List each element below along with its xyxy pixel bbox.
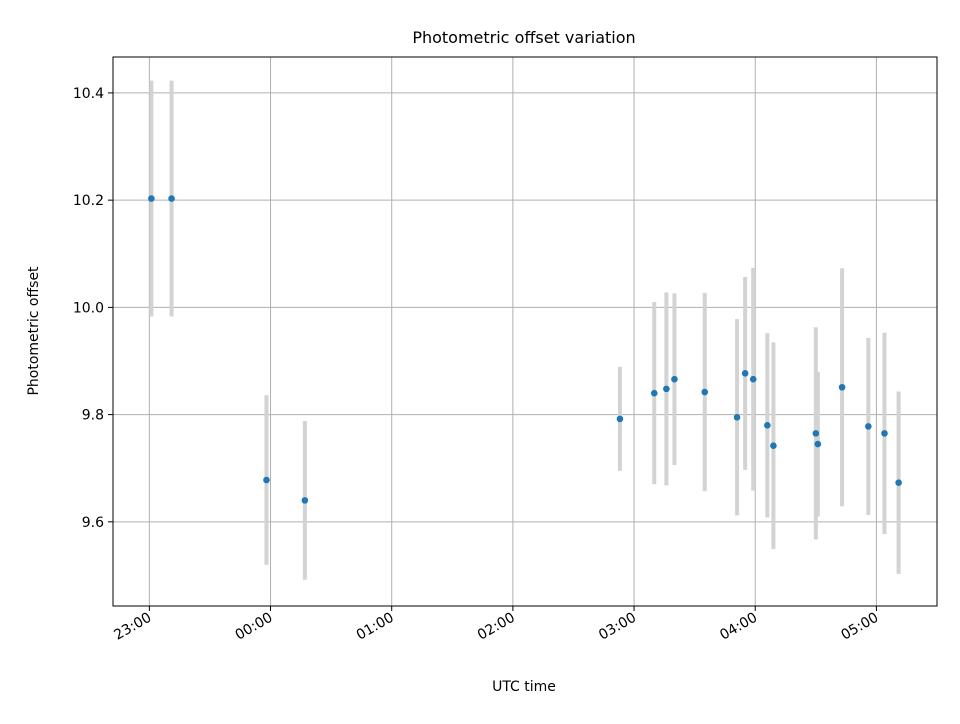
data-points — [148, 195, 902, 504]
data-point — [881, 430, 888, 437]
data-point — [838, 383, 846, 391]
data-point — [749, 375, 757, 383]
data-point — [616, 415, 624, 423]
data-point — [263, 476, 270, 484]
y-axis-ticks: 9.6 9.8 10.0 10.2 10.4 — [73, 86, 113, 531]
y-tick-label: 10.4 — [73, 86, 104, 102]
y-axis-label: Photometric offset — [26, 266, 42, 396]
axes-frame — [112, 56, 938, 607]
data-point — [671, 375, 678, 383]
data-point — [741, 370, 749, 377]
data-point — [733, 413, 741, 421]
data-point — [701, 388, 709, 396]
data-point — [301, 497, 309, 504]
data-point — [814, 440, 822, 448]
data-point — [650, 389, 658, 397]
grid-lines — [113, 57, 937, 606]
y-tick-label: 9.6 — [82, 515, 104, 531]
data-point — [663, 385, 670, 393]
chart-title: Photometric offset variation — [412, 28, 635, 47]
data-point — [148, 195, 155, 202]
data-point — [895, 479, 902, 486]
data-point — [168, 195, 175, 202]
data-point — [770, 442, 777, 449]
x-axis-label: UTC time — [492, 679, 556, 695]
y-tick-label: 9.8 — [82, 408, 104, 424]
y-tick-label: 10.0 — [73, 300, 104, 316]
data-point — [865, 423, 872, 430]
data-point — [812, 430, 820, 437]
data-point — [764, 422, 771, 429]
y-tick-label: 10.2 — [73, 193, 104, 209]
